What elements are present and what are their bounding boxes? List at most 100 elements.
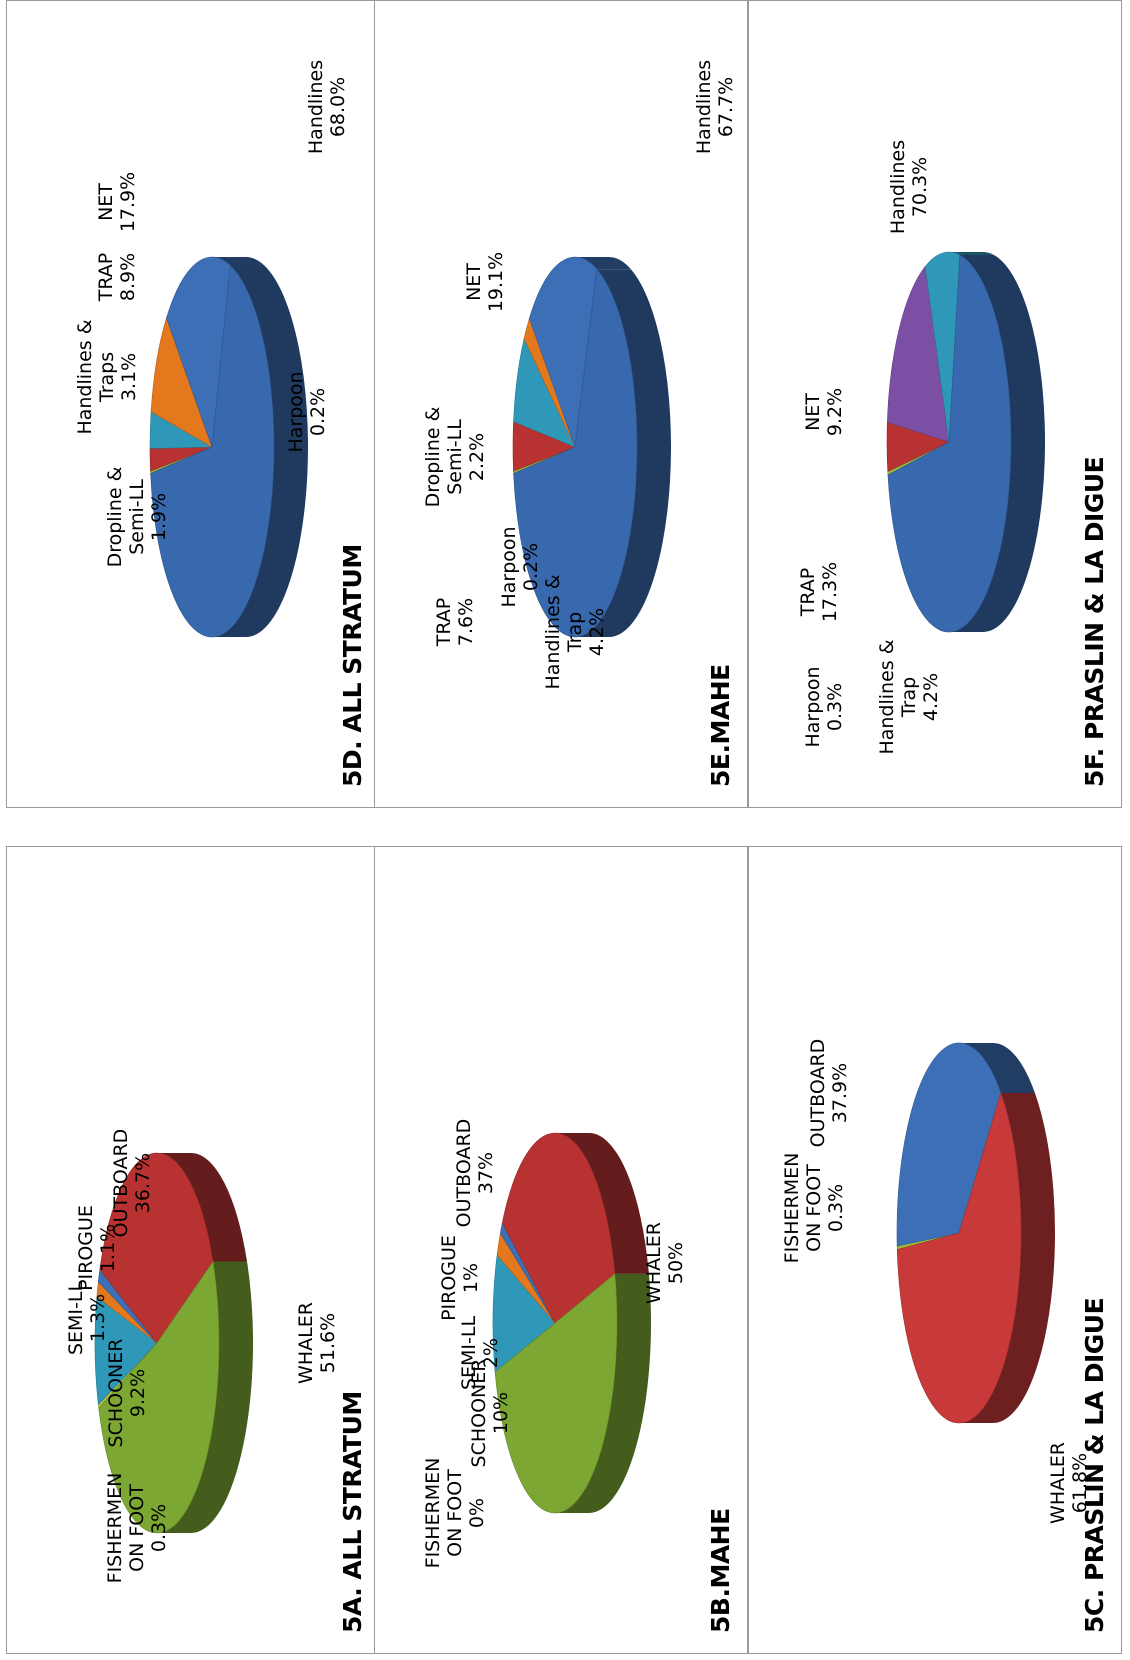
slice-label: NET 9.2%	[802, 387, 846, 437]
pie-chart	[149, 256, 309, 638]
slice-label: PIROGUE 1%	[438, 1235, 482, 1321]
pie-slice	[501, 1132, 616, 1324]
pie-chart	[492, 1132, 651, 1513]
slice-label: FISHERMEN ON FOOT 0%	[422, 1457, 488, 1569]
slice-value: 1.3%	[87, 1293, 109, 1343]
slice-value: 68.0%	[327, 76, 349, 138]
slice-label: Handlines & Trap 4.2%	[542, 574, 608, 690]
pie-chart	[512, 256, 671, 638]
slice-label: Handlines & Trap 4.2%	[876, 639, 942, 755]
slice-value: 8.9%	[117, 252, 139, 302]
slice-label: NET 19.1%	[463, 251, 507, 313]
chart-panel: 5C. PRASLIN & LA DIGUE FISHERMEN ON FOOT 0.…	[748, 846, 1122, 1654]
pie-slice	[513, 268, 638, 638]
pie-slice-side	[555, 1133, 649, 1274]
slice-label: WHALER 51.6%	[295, 1302, 339, 1384]
slice-value: 7.6%	[455, 597, 477, 647]
slice-value: 4.2%	[586, 607, 608, 657]
chart-panel: 5D. ALL STRATUM Harpoon 0.2% Dropline & Semi…	[6, 0, 380, 808]
slice-label: OUTBOARD 37.9%	[807, 1038, 851, 1148]
slice-label: Harpoon 0.3%	[802, 666, 846, 748]
slice-value: 36.7%	[132, 1152, 154, 1214]
slice-label: Handlines 70.3%	[887, 139, 931, 235]
slice-label: SEMI-LL 1.3%	[65, 1280, 109, 1356]
pie-slice-side	[157, 1261, 253, 1533]
slice-value: 9.2%	[127, 1368, 149, 1418]
pie-slice	[492, 1254, 556, 1373]
slice-label: WHALER 50%	[643, 1222, 687, 1304]
slice-value: 9.2%	[824, 387, 846, 437]
slice-value: 19.1%	[485, 251, 507, 313]
pie-slice-side	[949, 252, 994, 255]
pie-chart	[886, 251, 1045, 633]
pie-slice-side	[212, 257, 265, 266]
pie-slice	[887, 254, 1012, 633]
pie-slice	[896, 1091, 1022, 1424]
slice-value: 0.3%	[824, 682, 846, 732]
slice-value: 2%	[480, 1337, 502, 1369]
slice-value: 2.2%	[466, 432, 488, 482]
pie-slice	[166, 256, 231, 448]
slice-label: FISHERMEN ON FOOT 0.3%	[781, 1152, 847, 1264]
slice-value: 0%	[466, 1497, 488, 1529]
slice-value: 0.2%	[307, 387, 329, 437]
slice-value: 0.3%	[148, 1503, 170, 1553]
slice-label: Dropline & Semi-LL 2.2%	[422, 406, 488, 508]
slice-label: TRAP 8.9%	[95, 252, 139, 302]
pie-slice	[494, 1273, 618, 1513]
pie-chart	[896, 1042, 1055, 1424]
slice-value: 0.3%	[825, 1183, 847, 1233]
pie-slice	[924, 251, 961, 443]
slice-value: 70.3%	[909, 156, 931, 218]
slice-label: Harpoon 0.2%	[285, 371, 329, 453]
slice-value: 1.9%	[148, 492, 170, 542]
chart-panel: 5A. ALL STRATUM FISHERMEN ON FOOT 0.3% SCHOO…	[6, 846, 380, 1654]
slice-label: Handlines 67.7%	[693, 59, 737, 155]
slice-label: SEMI-LL 2%	[458, 1315, 502, 1391]
pie-slice-side	[959, 1043, 1035, 1093]
slice-label: NET 17.9%	[95, 171, 139, 233]
slice-value: 0.2%	[520, 542, 542, 592]
pie-chart	[94, 1152, 253, 1534]
pie-slice-side	[555, 1273, 651, 1513]
slice-label: OUTBOARD 37%	[453, 1118, 497, 1228]
chart-panel: 5E.MAHE Harpoon 0.2% Handlines & Trap 4.2% TRA…	[374, 0, 748, 808]
slice-label: OUTBOARD 36.7%	[110, 1128, 154, 1238]
slice-value: 51.6%	[317, 1312, 339, 1374]
pie-slice	[529, 256, 598, 448]
pie-slice-side	[575, 269, 671, 637]
slice-value: 3.1%	[118, 352, 140, 402]
slice-label: FISHERMEN ON FOOT 0.3%	[104, 1472, 170, 1584]
slice-value: 4.2%	[920, 672, 942, 722]
slice-value: 1%	[460, 1262, 482, 1294]
slice-value: 37.9%	[829, 1062, 851, 1124]
pie-slice	[98, 1260, 220, 1534]
pie-slice	[94, 1296, 158, 1406]
pie-slice-side	[959, 1092, 1055, 1423]
slice-value: 17.9%	[117, 171, 139, 233]
slice-label: Harpoon 0.2%	[498, 526, 542, 608]
chart-panel: 5F. PRASLIN & LA DIGUE Harpoon 0.3% Handlin…	[748, 0, 1122, 808]
pie-slice-side	[157, 1153, 248, 1262]
pie-slice	[150, 264, 275, 638]
slice-label: TRAP 7.6%	[433, 597, 477, 647]
slice-label: WHALER 61.8%	[1047, 1442, 1091, 1524]
slice-label: SCHOONER 9.2%	[105, 1338, 149, 1448]
pie-slice-side	[949, 254, 1045, 632]
slice-value: 50%	[665, 1241, 687, 1285]
slice-value: 37%	[475, 1151, 497, 1195]
slice-label: Handlines 68.0%	[305, 59, 349, 155]
pie-slice	[887, 265, 950, 443]
slice-value: 67.7%	[715, 76, 737, 138]
slice-value: 61.8%	[1069, 1452, 1091, 1514]
pie-slice-side	[575, 257, 631, 270]
pie-slice-side	[212, 265, 309, 637]
pie-slice	[896, 1042, 1002, 1247]
slice-label: TRAP 17.3%	[797, 561, 841, 623]
slice-label: Handlines & Traps 3.1%	[74, 319, 140, 435]
slice-value: 17.3%	[819, 561, 841, 623]
pie-slice	[150, 317, 213, 448]
slice-label: Dropline & Semi-LL 1.9%	[104, 466, 170, 568]
